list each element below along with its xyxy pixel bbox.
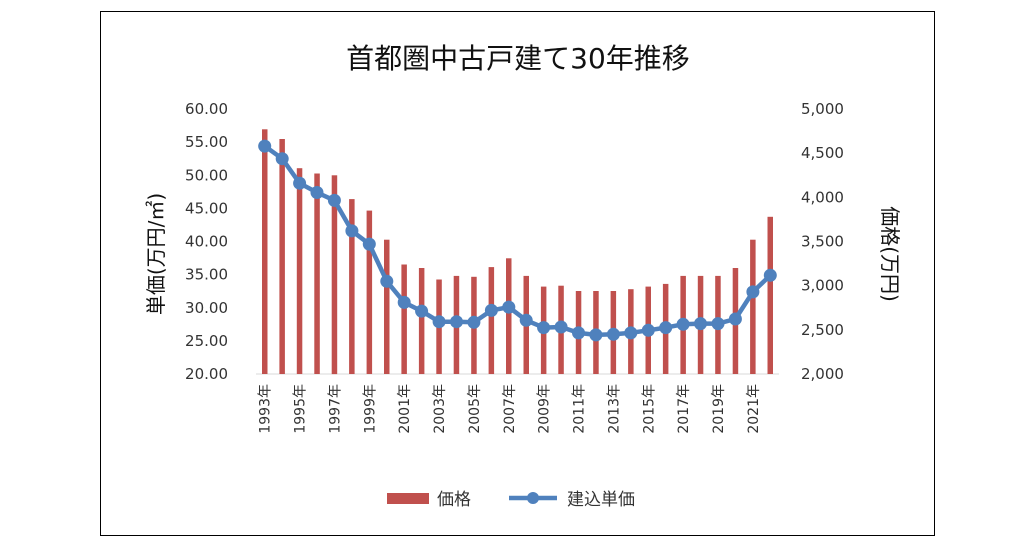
- line-point-2011: [572, 326, 585, 340]
- y-left-tick-label: 55.00: [185, 133, 228, 151]
- x-axis: 1993年 1995年 1997年 1999年 2001年 2003年 2005年 2007年…: [258, 384, 762, 434]
- chart-svg: 首都圏中古戸建て30年推移 60.00 55.00 50.00 45.00 40.00 3…: [144, 42, 902, 510]
- line-point-2002: [415, 304, 429, 318]
- bar-2001: [401, 264, 407, 374]
- bar-1995: [296, 168, 303, 374]
- line-point-2004: [450, 315, 463, 329]
- y-axis-right: 5,000 4,500 4,000 3,500 3,000 2,500 2,000: [801, 100, 844, 383]
- y-axis-left-label: 単価(万円/㎡): [144, 193, 168, 315]
- y-right-tick-label: 4,000: [801, 188, 844, 206]
- line-point-2010: [554, 320, 568, 334]
- bar-2021: [750, 239, 756, 374]
- y-right-tick-label: 2,000: [801, 365, 844, 383]
- y-left-tick-label: 30.00: [185, 299, 228, 317]
- line-point-2018: [694, 317, 707, 331]
- y-right-tick-label: 4,500: [801, 144, 844, 162]
- line-point-2013: [606, 327, 620, 341]
- line-point-2001: [397, 295, 411, 309]
- bar-1999: [366, 210, 373, 374]
- y-left-tick-label: 60.00: [185, 100, 228, 118]
- x-tick-label: 1997年: [327, 384, 343, 434]
- line-point-1996: [310, 186, 324, 199]
- x-tick-label: 2005年: [467, 384, 483, 434]
- legend-swatch-price: [387, 493, 429, 504]
- x-tick-label: 2013年: [606, 384, 622, 434]
- y-left-tick-label: 20.00: [185, 365, 228, 383]
- bar-1993: [262, 129, 268, 374]
- line-point-1998: [345, 224, 359, 238]
- x-tick-label: 2019年: [711, 384, 727, 434]
- bar-2000: [384, 239, 390, 374]
- bar-2002: [418, 268, 425, 374]
- bar-series-price: [262, 129, 773, 375]
- line-point-2014: [624, 326, 638, 340]
- line-point-2006: [484, 303, 498, 317]
- line-point-2017: [676, 317, 690, 331]
- legend-label-price: 価格: [437, 490, 471, 510]
- line-point-1995: [293, 176, 307, 190]
- x-tick-label: 2001年: [397, 384, 413, 434]
- x-tick-label: 2021年: [746, 384, 762, 434]
- bar-1998: [349, 199, 355, 374]
- x-tick-label: 2009年: [537, 384, 553, 434]
- y-right-tick-label: 3,500: [801, 233, 844, 251]
- bar-2022: [767, 216, 773, 374]
- x-tick-label: 2007年: [502, 384, 518, 434]
- legend-marker-unit-price: [527, 492, 539, 504]
- line-point-1997: [327, 193, 341, 207]
- line-series-unit-price: [258, 139, 777, 342]
- line-point-1993: [258, 139, 272, 153]
- line-point-2022: [763, 268, 777, 282]
- x-tick-label: 2003年: [432, 384, 448, 434]
- x-tick-label: 1999年: [362, 384, 378, 434]
- y-left-tick-label: 50.00: [185, 166, 228, 184]
- line-point-2012: [589, 328, 603, 342]
- line-point-2008: [519, 313, 533, 327]
- x-tick-label: 2017年: [676, 384, 692, 434]
- y-left-tick-label: 35.00: [185, 266, 228, 284]
- line-point-2019: [711, 317, 725, 331]
- legend: 価格 建込単価: [387, 490, 635, 510]
- y-right-tick-label: 3,000: [801, 277, 844, 295]
- line-point-2015: [641, 323, 655, 337]
- line-point-2003: [432, 315, 446, 329]
- y-left-tick-label: 25.00: [185, 332, 228, 350]
- y-right-tick-label: 5,000: [801, 100, 844, 118]
- line-point-1999: [362, 237, 376, 251]
- bar-1994: [279, 139, 285, 374]
- x-tick-label: 1995年: [293, 384, 309, 434]
- line-point-2021: [746, 285, 760, 299]
- x-tick-label: 2011年: [572, 384, 588, 434]
- legend-label-unit-price: 建込単価: [567, 490, 635, 510]
- line-point-2009: [537, 321, 551, 335]
- line-point-1994: [275, 152, 289, 166]
- y-right-tick-label: 2,500: [801, 321, 844, 339]
- y-left-tick-label: 40.00: [185, 233, 228, 251]
- bar-2007: [506, 258, 512, 374]
- x-tick-label: 2015年: [641, 384, 657, 434]
- y-axis-left: 60.00 55.00 50.00 45.00 40.00 35.00 30.00 25.00…: [185, 100, 228, 383]
- bar-2006: [488, 267, 495, 374]
- line-point-2007: [502, 300, 516, 314]
- y-left-tick-label: 45.00: [185, 199, 228, 217]
- line-point-2005: [467, 315, 481, 329]
- line-point-2000: [380, 274, 394, 288]
- bar-1997: [331, 175, 338, 375]
- chart-frame: 首都圏中古戸建て30年推移 60.00 55.00 50.00 45.00 40.00 3…: [100, 11, 935, 536]
- line-point-2016: [659, 321, 673, 335]
- chart-title: 首都圏中古戸建て30年推移: [346, 42, 690, 75]
- line-path: [263, 144, 772, 338]
- y-axis-right-label: 価格(万円): [878, 206, 902, 302]
- bar-1996: [314, 173, 320, 374]
- line-point-2020: [728, 312, 742, 326]
- x-tick-label: 1993年: [258, 384, 274, 434]
